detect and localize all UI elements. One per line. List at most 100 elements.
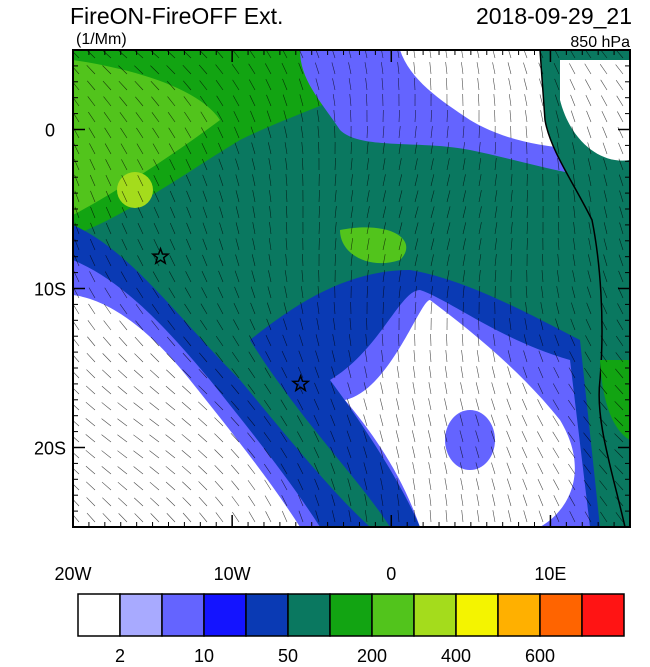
wind-barb: [201, 143, 208, 155]
wind-barb: [414, 126, 417, 139]
wind-barb: [619, 238, 624, 251]
wind-barb: [134, 81, 144, 91]
wind-barb: [398, 270, 402, 283]
wind-barb: [218, 142, 224, 155]
wind-barb: [137, 159, 144, 171]
wind-barb: [166, 80, 176, 91]
wind-barb: [586, 126, 592, 139]
wind-barb: [583, 400, 592, 411]
wind-barb: [510, 174, 513, 187]
wind-barb: [382, 206, 387, 219]
wind-barb: [397, 350, 400, 363]
wind-barb: [202, 206, 208, 219]
wind-barb: [588, 222, 592, 235]
wind-barb: [105, 190, 112, 203]
wind-barb: [219, 190, 224, 203]
wind-barb: [615, 352, 624, 363]
wind-barb: [231, 64, 240, 75]
wind-barb: [347, 366, 352, 379]
wind-barb: [281, 62, 288, 75]
wind-barb: [247, 432, 256, 443]
wind-barb: [350, 174, 353, 187]
wind-barb: [265, 511, 272, 523]
wind-barb: [264, 463, 272, 475]
wind-barb: [542, 158, 544, 171]
wind-barb: [302, 254, 304, 267]
wind-barb: [185, 271, 192, 283]
wind-barb: [165, 402, 176, 411]
wind-barb: [73, 420, 80, 427]
wind-barb: [541, 270, 544, 283]
wind-barb: [364, 366, 368, 379]
wind-barb: [252, 174, 256, 187]
wind-barb: [103, 303, 112, 315]
wind-barb: [523, 350, 528, 363]
wind-barb: [199, 95, 208, 107]
wind-barb: [413, 494, 416, 507]
wind-barb: [363, 398, 368, 411]
wind-barb: [537, 399, 544, 411]
wind-barb: [555, 110, 560, 123]
wind-barb: [396, 366, 400, 379]
wind-barb: [558, 206, 560, 219]
wind-barb: [446, 126, 449, 139]
wind-barb: [214, 417, 224, 427]
wind-barb: [478, 286, 481, 299]
wind-barb: [584, 63, 592, 75]
wind-barb: [617, 303, 624, 315]
wind-barb: [133, 450, 144, 459]
colorbar-label: 400: [441, 646, 471, 666]
wind-barb: [539, 318, 544, 331]
wind-barb: [506, 446, 512, 459]
wind-barb: [87, 80, 96, 91]
wind-barb: [101, 466, 112, 475]
wind-barb: [552, 383, 560, 395]
wind-barb: [249, 95, 256, 107]
wind-barb: [398, 286, 401, 299]
wind-barb: [445, 62, 448, 75]
wind-barb: [537, 415, 544, 427]
wind-barb: [197, 433, 208, 443]
wind-barb: [88, 287, 96, 299]
wind-barb: [396, 478, 400, 491]
wind-barb: [412, 446, 416, 459]
wind-barb: [249, 335, 256, 347]
wind-barb: [280, 415, 288, 427]
wind-barb: [521, 414, 528, 427]
wind-barb: [266, 94, 272, 107]
wind-barb: [265, 50, 272, 59]
wind-barb: [121, 206, 128, 219]
wind-barb: [522, 478, 528, 491]
wind-barb: [603, 206, 608, 219]
wind-barb: [165, 466, 176, 475]
wind-barb: [429, 494, 432, 507]
wind-barb: [380, 478, 384, 491]
wind-barb: [284, 142, 288, 155]
wind-barb: [284, 270, 288, 283]
wind-barb: [73, 337, 80, 347]
wind-barb: [557, 174, 560, 187]
wind-barb: [301, 286, 304, 299]
level: 850 hPa: [570, 34, 630, 51]
wind-barb: [280, 399, 288, 411]
wind-barb: [134, 353, 144, 363]
wind-barb: [366, 206, 370, 219]
field-lightgreen: [340, 227, 407, 264]
wind-barb: [153, 206, 160, 219]
wind-barb: [539, 50, 544, 59]
wind-barb: [265, 334, 272, 347]
wind-barb: [556, 126, 560, 139]
wind-barb: [150, 80, 160, 91]
wind-barb: [202, 238, 208, 251]
wind-barb: [102, 80, 112, 91]
wind-barb: [137, 255, 144, 267]
wind-barb: [413, 350, 416, 363]
wind-barb: [478, 142, 481, 155]
wind-barb: [382, 190, 386, 203]
wind-barb: [133, 434, 144, 443]
wind-barb: [614, 433, 624, 443]
wind-barb: [525, 110, 528, 123]
wind-barb: [264, 495, 272, 507]
wind-barb: [285, 174, 288, 187]
wind-barb: [381, 334, 384, 347]
